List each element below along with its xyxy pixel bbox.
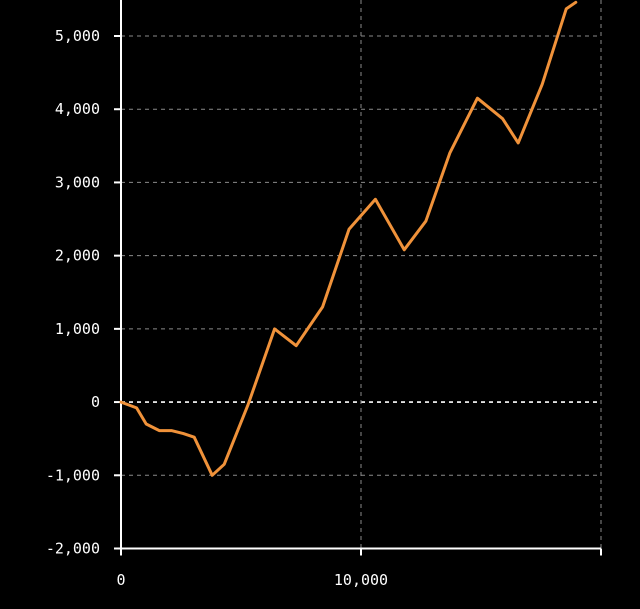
y-tick-label: 2,000: [55, 247, 100, 265]
series-lines: [119, 0, 578, 477]
x-tick-label: 0: [116, 571, 125, 589]
y-tick-label: 3,000: [55, 173, 100, 191]
series-line: [119, 0, 578, 477]
y-tick-label: -2,000: [46, 540, 100, 558]
y-tick-label: -1,000: [46, 466, 100, 484]
tick-labels: 5,000 4,000 3,000 2,000 1,000 0 -1,000 -2,000 0 1…: [46, 27, 388, 589]
y-tick-label: 1,000: [55, 320, 100, 338]
x-tick-label: 10,000: [334, 571, 388, 589]
grid-lines: [121, 0, 602, 549]
y-tick-label: 0: [91, 393, 100, 411]
y-tick-label: 5,000: [55, 27, 100, 45]
y-tick-label: 4,000: [55, 100, 100, 118]
axes: [114, 0, 602, 556]
